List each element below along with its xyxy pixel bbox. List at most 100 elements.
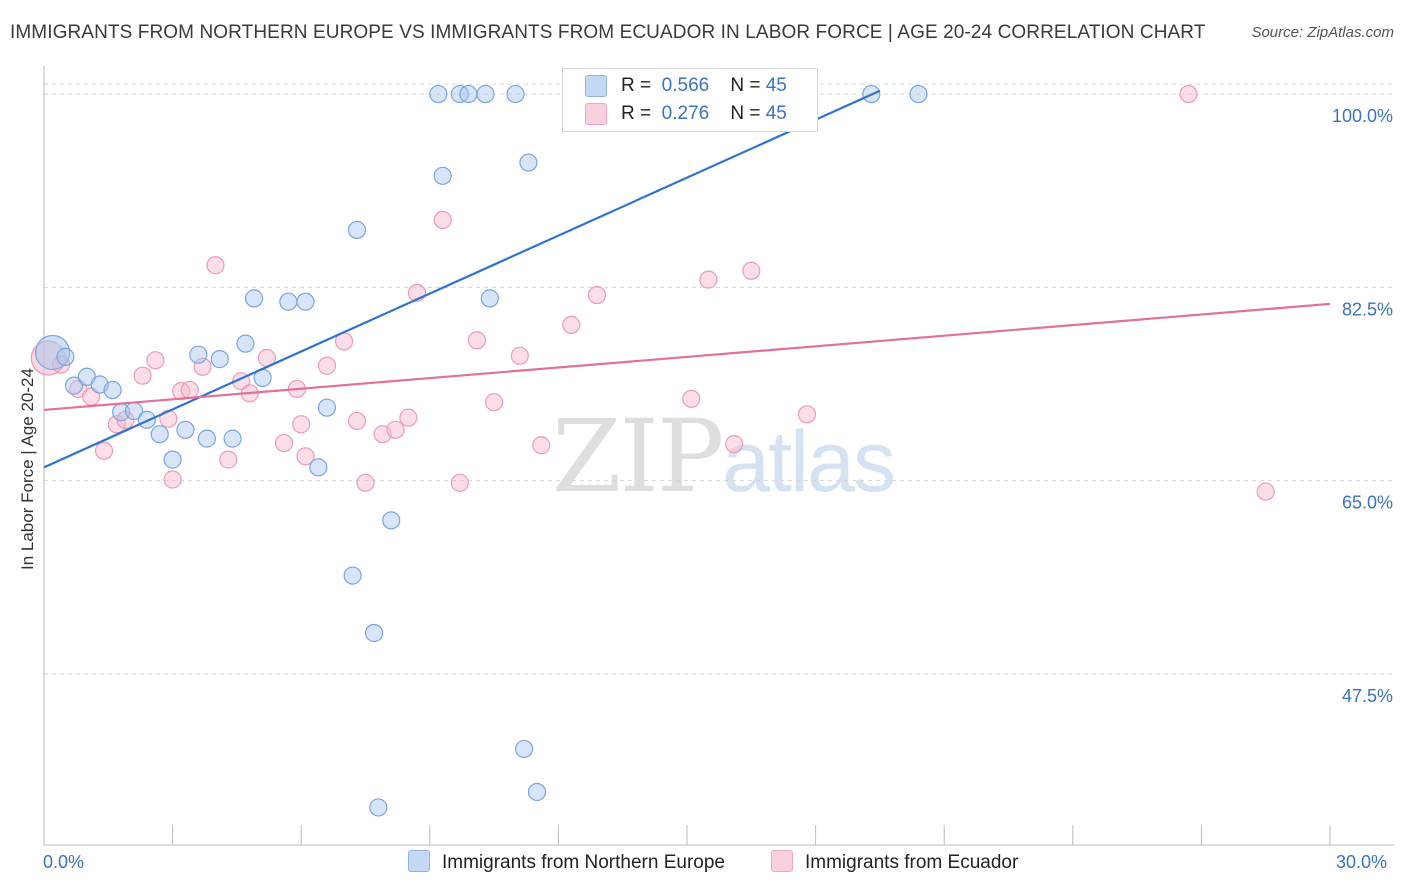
point-ecuador [296,447,315,466]
bottom-legend-label: Immigrants from Northern Europe [442,852,725,874]
bottom-legend-label: Immigrants from Ecuador [805,852,1019,874]
point-ecuador [742,261,761,280]
point-northern-europe [176,420,195,439]
point-northern-europe [189,345,208,364]
watermark-atlas: atlas [722,414,896,510]
point-northern-europe [382,511,401,530]
point-northern-europe [433,166,452,185]
point-ecuador [1179,84,1198,104]
bottom-legend-swatch-pink [771,850,793,872]
point-northern-europe [296,292,315,311]
watermark: ZIPatlas [552,398,896,515]
point-ecuador [163,470,182,489]
x-tick-label-min: 0.0% [43,852,85,872]
legend-row-northern-europe: R = 0.566 N = 45 [585,75,787,99]
point-ecuador [146,351,165,370]
x-tick-label-max: 30.0% [1336,852,1388,872]
point-northern-europe [909,84,928,104]
point-northern-europe [56,347,75,367]
point-ecuador [399,408,418,427]
point-ecuador [274,433,294,453]
point-ecuador [317,356,337,375]
point-northern-europe [343,566,362,585]
legend-n-value: 45 [765,75,787,97]
bottom-legend-swatch-blue [408,850,430,872]
point-northern-europe [244,289,264,308]
point-northern-europe [163,450,182,469]
trend-line-ecuador [43,302,1331,412]
bottom-legend-ecuador: Immigrants from Ecuador [771,850,1019,874]
series-ecuador-points [30,84,1275,501]
point-northern-europe [64,376,84,395]
point-northern-europe [279,292,298,311]
legend-n-label: N = [730,103,761,125]
y-tick-label: 100.0% [1332,106,1393,126]
y-tick-labels: 47.5% 65.0% 82.5% 100.0% [1332,106,1393,706]
point-northern-europe [369,798,388,817]
point-ecuador [107,415,126,434]
y-tick-label: 47.5% [1342,686,1393,706]
y-axis-label: In Labor Force | Age 20-24 [18,368,37,570]
trend-line-northern-europe [43,89,881,469]
series-northern-europe-points [34,84,928,817]
point-ecuador [292,415,311,434]
point-ecuador [797,405,817,424]
point-ecuador [725,435,744,454]
point-northern-europe [506,84,525,104]
point-ecuador [450,473,469,492]
point-northern-europe [364,623,384,643]
point-ecuador [532,436,551,455]
point-ecuador [510,346,529,365]
point-northern-europe [476,84,495,104]
legend-n-label: N = [730,75,761,97]
legend-r-label: R = [621,103,652,125]
point-northern-europe [480,289,499,308]
legend-swatch-blue [585,75,607,97]
point-ecuador [467,331,487,350]
point-northern-europe [150,425,169,444]
point-ecuador [485,393,504,412]
legend-n-value: 45 [765,103,787,125]
point-ecuador [1256,482,1275,501]
point-northern-europe [236,334,255,353]
point-northern-europe [309,458,328,477]
point-ecuador [159,409,178,428]
point-northern-europe [519,153,538,172]
point-ecuador [94,441,114,460]
point-ecuador [682,389,701,408]
point-northern-europe [34,334,71,371]
chart-source: Source: ZipAtlas.com [1251,24,1394,41]
point-ecuador [180,380,199,400]
point-northern-europe [223,429,242,448]
point-ecuador [699,270,718,289]
point-ecuador [133,366,152,385]
point-ecuador [347,411,367,431]
correlation-legend: R = 0.566 N = 45 R = 0.276 N = 45 [562,68,818,132]
point-northern-europe [197,429,216,448]
watermark-zip: ZIP [552,398,724,515]
axes [43,66,1394,846]
bottom-legend-northern-europe: Immigrants from Northern Europe [408,850,725,874]
point-northern-europe [459,84,478,104]
y-tick-label: 65.0% [1342,493,1393,513]
legend-r-label: R = [621,75,652,97]
point-ecuador [587,285,607,305]
trend-lines [43,89,1331,469]
point-ecuador [562,315,581,334]
point-northern-europe [103,380,122,400]
point-ecuador [356,473,375,492]
legend-r-value: 0.566 [661,75,710,97]
point-northern-europe [429,84,448,104]
point-northern-europe [317,398,337,417]
y-tick-label: 82.5% [1342,299,1393,319]
point-northern-europe [347,220,367,240]
legend-row-ecuador: R = 0.276 N = 45 [585,103,787,127]
chart-title: IMMIGRANTS FROM NORTHERN EUROPE VS IMMIG… [10,22,1206,43]
point-ecuador [386,420,405,439]
point-ecuador [193,357,212,376]
legend-swatch-pink [585,103,607,125]
point-ecuador [433,210,452,230]
point-ecuador [206,256,225,275]
point-northern-europe [210,350,229,369]
legend-r-value: 0.276 [661,103,710,125]
